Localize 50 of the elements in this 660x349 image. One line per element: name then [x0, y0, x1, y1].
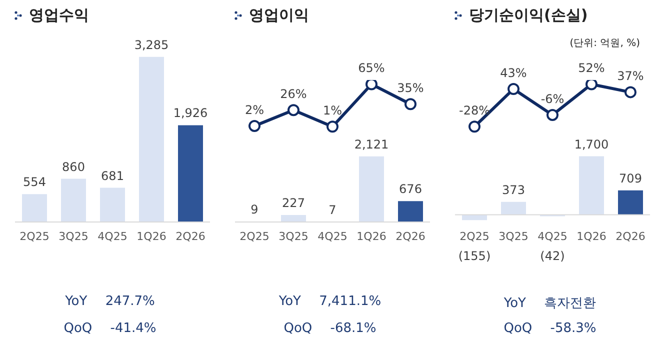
- x-tick-label: 2Q25: [240, 230, 270, 243]
- data-label: 37%: [617, 69, 644, 84]
- data-label: 1%: [322, 104, 342, 118]
- chart-title: 당기순이익(손실): [469, 6, 588, 24]
- text: (단위: 억원, %): [570, 37, 640, 50]
- data-label: 52%: [578, 61, 605, 76]
- data-label: 1,700: [574, 137, 609, 152]
- data-label: 2,121: [354, 137, 389, 152]
- data-label: 3,285: [134, 38, 169, 52]
- text: QoQ -68.1%: [282, 321, 378, 336]
- data-label: 7: [328, 202, 336, 217]
- chart-title: 영업수익: [29, 6, 89, 24]
- text: YoY 흑자전환: [502, 295, 598, 312]
- x-tick-label: 4Q25: [538, 230, 568, 243]
- x-tick-label: 2Q26: [616, 230, 646, 243]
- data-label: 26%: [280, 87, 307, 102]
- data-label: (155): [458, 249, 491, 263]
- data-label: 2%: [244, 102, 264, 117]
- data-label: 373: [502, 182, 525, 197]
- x-tick-label: 1Q26: [576, 230, 606, 243]
- x-tick-label: 2Q26: [396, 230, 426, 243]
- x-tick-label: 3Q25: [278, 230, 308, 243]
- x-tick-label: 2Q26: [176, 230, 206, 243]
- data-label: 43%: [500, 66, 527, 80]
- data-label: 681: [101, 168, 124, 183]
- data-label: -6%: [540, 92, 564, 106]
- data-label: 9: [250, 202, 258, 217]
- x-tick-label: 4Q25: [98, 230, 128, 243]
- data-label: 65%: [358, 61, 385, 76]
- text: QoQ -41.4%: [62, 321, 158, 336]
- text: YoY 7,411.1%: [278, 294, 382, 309]
- data-label: (42): [540, 249, 565, 263]
- chart-title: 영업이익: [249, 6, 309, 24]
- x-tick-label: 4Q25: [318, 230, 348, 243]
- data-label: 1,926: [173, 106, 208, 120]
- data-label: -28%: [458, 104, 490, 118]
- data-label: 227: [282, 196, 305, 210]
- data-label: 709: [619, 171, 642, 186]
- text: QoQ -58.3%: [502, 321, 598, 336]
- x-tick-label: 1Q26: [136, 230, 166, 243]
- x-tick-label: 2Q25: [20, 230, 50, 243]
- text: YoY 247.7%: [64, 294, 156, 309]
- x-tick-label: 2Q25: [460, 230, 490, 243]
- x-tick-label: 1Q26: [356, 230, 386, 243]
- data-label: 554: [23, 175, 46, 190]
- x-tick-label: 3Q25: [498, 230, 528, 243]
- data-label: 35%: [397, 81, 424, 96]
- data-label: 860: [62, 160, 85, 174]
- x-tick-label: 3Q25: [58, 230, 88, 243]
- data-label: 676: [399, 182, 422, 196]
